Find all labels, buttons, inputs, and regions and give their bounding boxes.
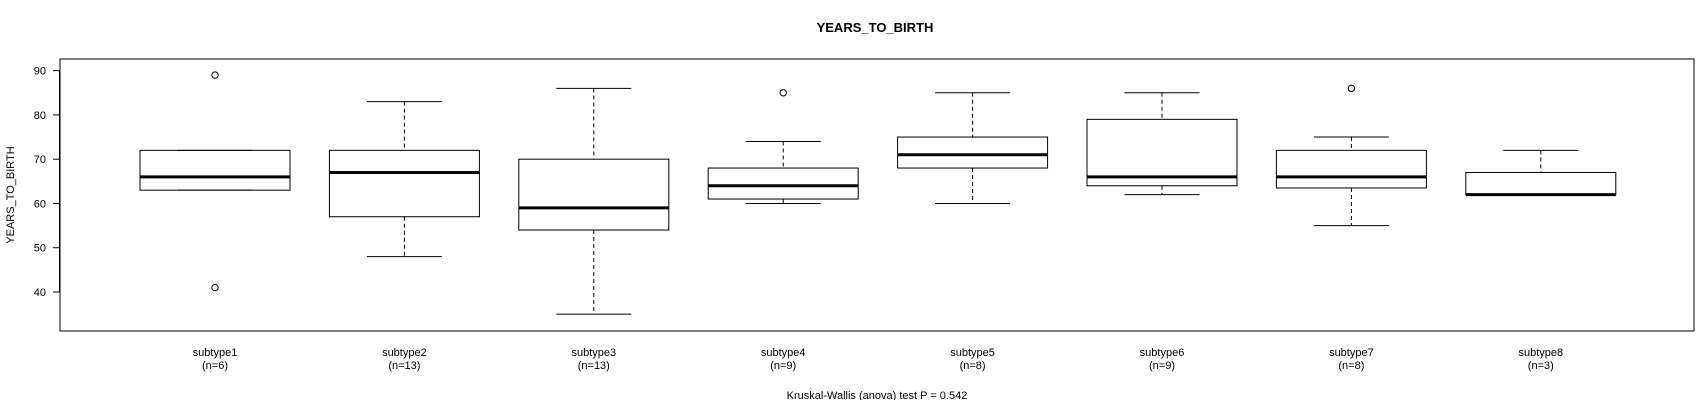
iqr-box <box>707 167 859 200</box>
x-axis-labels: subtype1(n=6)subtype2(n=13)subtype3(n=13… <box>193 347 1563 372</box>
test-statistic-footer: Kruskal-Wallis (anova) test P = 0.542 <box>787 390 968 400</box>
box-subtype5 <box>897 92 1049 204</box>
plot-frame <box>59 58 1695 332</box>
iqr-box <box>897 136 1049 169</box>
x-tick-count-subtype8: (n=3) <box>1528 360 1554 372</box>
x-tick-count-subtype7: (n=8) <box>1338 360 1364 372</box>
y-tick-label: 80 <box>34 110 46 122</box>
outlier-point <box>1347 84 1356 93</box>
iqr-box <box>1086 118 1238 187</box>
chart-title: YEARS_TO_BIRTH <box>817 20 934 35</box>
y-tick-label: 50 <box>34 243 46 255</box>
box-subtype3 <box>518 87 670 315</box>
y-axis: 40 50 60 70 80 90 <box>34 66 60 299</box>
iqr-box <box>328 149 480 218</box>
box-subtype6 <box>1086 92 1238 196</box>
x-tick-label-subtype2: subtype2 <box>382 347 427 359</box>
box-subtype1 <box>139 71 291 292</box>
x-tick-count-subtype3: (n=13) <box>578 360 610 372</box>
outlier-point <box>211 71 219 79</box>
x-tick-count-subtype4: (n=9) <box>770 360 796 372</box>
iqr-box <box>139 149 291 191</box>
x-tick-count-subtype1: (n=6) <box>202 360 228 372</box>
x-tick-label-subtype1: subtype1 <box>193 347 238 359</box>
iqr-box <box>1275 149 1427 189</box>
y-tick-label: 40 <box>34 287 46 299</box>
x-tick-label-subtype7: subtype7 <box>1329 347 1374 359</box>
iqr-box <box>518 158 670 231</box>
x-tick-label-subtype8: subtype8 <box>1518 347 1563 359</box>
x-tick-count-subtype6: (n=9) <box>1149 360 1175 372</box>
x-tick-label-subtype6: subtype6 <box>1140 347 1185 359</box>
x-tick-label-subtype4: subtype4 <box>761 347 806 359</box>
y-tick-label: 60 <box>34 198 46 210</box>
box-subtype2 <box>328 101 480 258</box>
outlier-point <box>211 283 219 292</box>
y-tick-label: 90 <box>34 66 46 78</box>
box-subtype8 <box>1465 149 1617 197</box>
box-subtype7 <box>1275 84 1427 227</box>
boxes <box>139 71 1617 315</box>
box-subtype4 <box>707 89 859 204</box>
y-axis-label: YEARS_TO_BIRTH <box>5 146 17 243</box>
x-tick-label-subtype3: subtype3 <box>571 347 616 359</box>
x-tick-label-subtype5: subtype5 <box>950 347 995 359</box>
iqr-box <box>1465 171 1617 196</box>
x-tick-count-subtype2: (n=13) <box>388 360 420 372</box>
x-tick-count-subtype5: (n=8) <box>960 360 986 372</box>
outlier-point <box>779 89 787 97</box>
y-tick-label: 70 <box>34 154 46 166</box>
